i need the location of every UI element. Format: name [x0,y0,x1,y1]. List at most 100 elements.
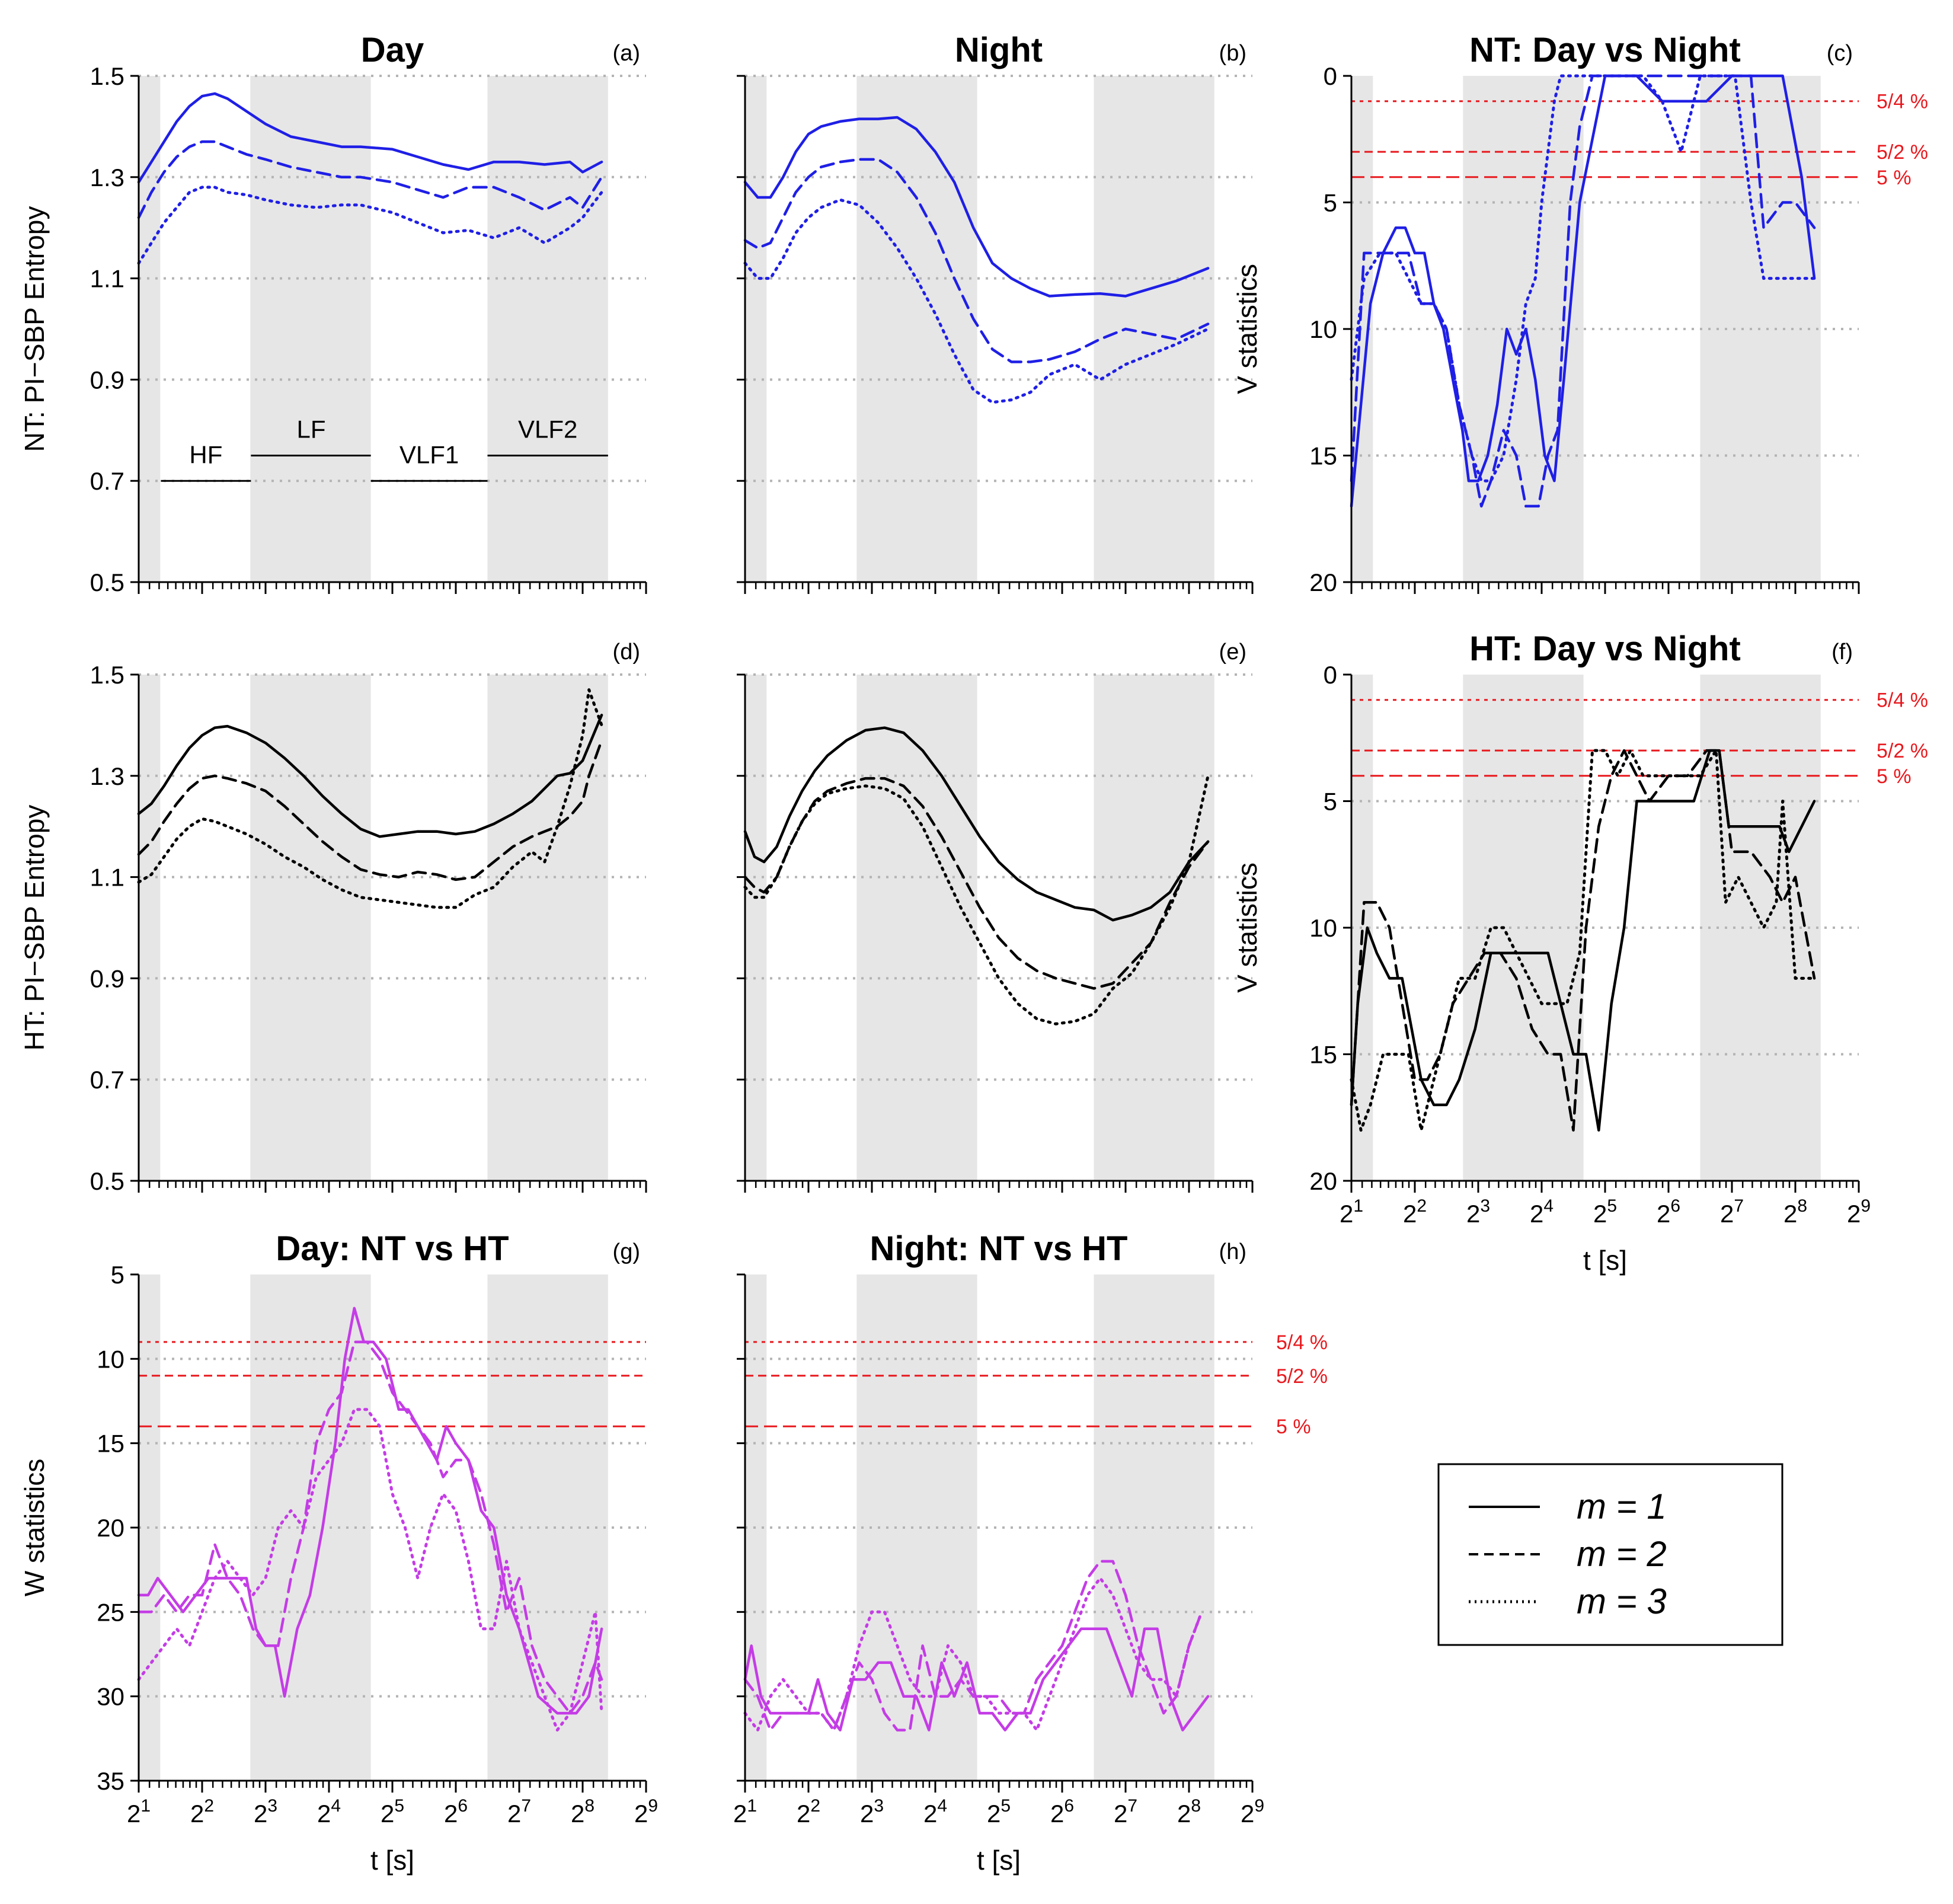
panel-title: Night: NT vs HT [870,1229,1128,1268]
y-tick-label: 35 [97,1767,124,1795]
panel-title: Day [361,31,424,69]
x-axis-label: t [s] [1583,1245,1627,1276]
x-tick-label: 27 [1720,1196,1744,1228]
band-label: HF [189,440,222,468]
y-tick-label: 0.5 [90,568,124,596]
x-tick-label: 22 [797,1796,820,1828]
x-tick-label: 28 [1783,1196,1807,1228]
panel-d: 0.5 0.7 0.9 1.1 1.3 1.5 (d) HT: PI−SBP Entropy [19,640,647,1195]
band-label: LF [297,416,326,443]
frequency-band-shade [745,76,767,582]
y-tick-label: 15 [1309,442,1337,470]
significance-label: 5/2 % [1276,1365,1328,1388]
series-line-3 [1350,74,1816,483]
frequency-band-shade [139,76,161,582]
significance-label: 5/4 % [1877,91,1928,113]
y-tick-label: 0.9 [90,964,124,992]
x-tick-label: 25 [987,1796,1011,1828]
significance-label: 5/2 % [1877,141,1928,164]
frequency-band-shade [250,76,371,582]
frequency-band-shade [745,675,767,1181]
panel-h: 5/4 % 5/2 % 5 % 21 22 23 24 25 26 27 28 29 t [s] Nigh… [733,1229,1328,1876]
series-line-3 [137,688,603,909]
y-axis-label: HT: PI−SBP Entropy [19,805,50,1051]
y-tick-label: 15 [1309,1041,1337,1069]
frequency-band-shade [856,675,977,1181]
x-tick-label: 25 [381,1796,404,1828]
series-line-2 [137,1340,603,1715]
panel-c: 5/4 % 5/2 % 5 % 0 5 10 15 20 NT: Day vs Night (c)… [1232,31,1928,596]
y-tick-label: 30 [97,1683,124,1711]
panel-label: (g) [613,1239,640,1264]
significance-label: 5/4 % [1877,689,1928,712]
x-tick-label: 28 [1177,1796,1201,1828]
y-tick-label: 1.3 [90,762,124,790]
frequency-band-shade [1094,675,1214,1181]
x-tick-label: 26 [444,1796,468,1828]
y-tick-label: 10 [1309,914,1337,942]
series-line-3 [743,774,1210,1026]
panel-e: (e) [737,640,1254,1193]
y-tick-label: 5 [1324,788,1337,816]
panel-b: Night (b) [737,31,1254,594]
x-tick-label: 24 [1530,1196,1554,1228]
y-tick-label: 20 [97,1514,124,1542]
significance-label: 5 % [1877,167,1912,189]
series-line-2 [137,739,603,881]
series-line-2 [743,158,1210,363]
panel-label: (c) [1827,41,1853,66]
series-line-3 [743,198,1210,404]
y-tick-label: 15 [97,1430,124,1458]
y-tick-label: 0.5 [90,1167,124,1195]
x-tick-label: 22 [1403,1196,1427,1228]
frequency-band-shade [139,675,161,1181]
y-axis-label: V statistics [1232,862,1262,993]
x-tick-label: 27 [1114,1796,1137,1828]
panel-title: Day: NT vs HT [276,1229,509,1268]
x-tick-label: 26 [1657,1196,1680,1228]
x-tick-label: 28 [571,1796,594,1828]
y-tick-label: 10 [97,1345,124,1373]
y-tick-label: 0 [1324,661,1337,689]
y-axis-label: NT: PI−SBP Entropy [19,206,50,452]
x-tick-label: 27 [507,1796,531,1828]
legend-label-m2: m = 2 [1577,1534,1667,1574]
legend-box [1437,1463,1783,1646]
y-tick-label: 1.3 [90,164,124,191]
series-line-1 [743,1627,1210,1732]
panel-title: Night [955,31,1043,69]
panel-title: NT: Day vs Night [1469,31,1741,69]
x-tick-label: 21 [733,1796,757,1828]
x-tick-label: 23 [860,1796,884,1828]
series-line-1 [137,92,603,184]
frequency-band-shade [487,76,608,582]
panel-label: (a) [613,41,640,66]
y-tick-label: 20 [1309,568,1337,596]
x-tick-label: 22 [190,1796,214,1828]
x-tick-label: 25 [1593,1196,1617,1228]
x-tick-label: 24 [923,1796,947,1828]
y-axis-label: V statistics [1232,264,1262,394]
band-label: VLF2 [518,416,577,443]
x-tick-label: 21 [127,1796,151,1828]
frequency-band-shade [487,675,608,1181]
x-tick-label: 23 [254,1796,277,1828]
series-line-2 [1350,749,1816,1132]
x-axis-label: t [s] [370,1845,414,1876]
y-tick-label: 1.5 [90,62,124,90]
band-label: VLF1 [399,440,459,468]
y-tick-label: 0.9 [90,366,124,394]
x-tick-label: 24 [317,1796,341,1828]
panel-label: (b) [1219,41,1246,66]
x-tick-label: 23 [1466,1196,1490,1228]
x-tick-label: 29 [1847,1196,1871,1228]
frequency-band-shade [856,76,977,582]
series-line-1 [137,714,603,838]
y-tick-label: 0 [1324,62,1337,90]
panel-title: HT: Day vs Night [1469,630,1741,668]
series-line-1 [743,116,1210,298]
series-line-3 [743,1576,1203,1732]
significance-label: 5/2 % [1877,740,1928,762]
